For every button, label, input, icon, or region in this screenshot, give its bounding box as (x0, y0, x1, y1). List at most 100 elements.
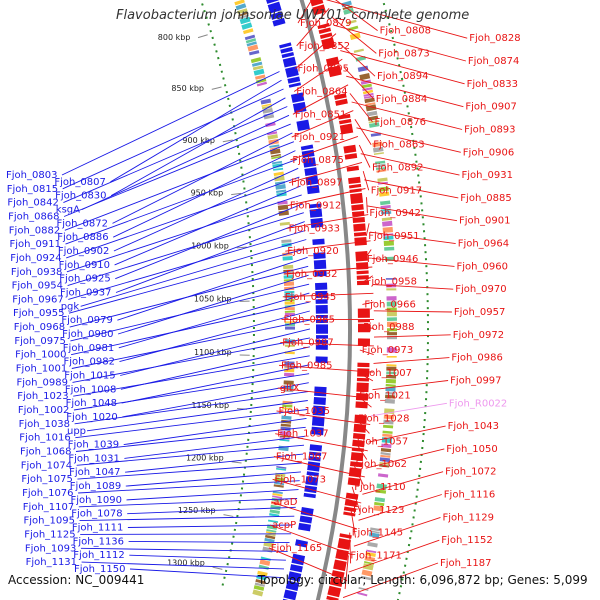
cog-box (235, 3, 247, 11)
gene-label: Fjoh_0897 (291, 178, 342, 189)
gene-label: Fjoh_1125 (24, 529, 75, 540)
cog-box (364, 97, 375, 104)
gene-label: Fjoh_1007 (361, 368, 412, 379)
gene-arrow (266, 0, 279, 4)
label-leader-line (123, 417, 307, 446)
gene-arrow (339, 533, 352, 539)
gene-arrow (311, 426, 324, 436)
cog-box (262, 546, 273, 553)
label-leader-line (290, 135, 359, 161)
label-leader-line (271, 501, 358, 530)
gene-label: Fjoh_1107 (23, 502, 74, 513)
gene-arrow (335, 98, 348, 106)
label-leader-line (68, 247, 308, 314)
gene-label: Fjoh_1035 (279, 406, 330, 417)
gene-label: Fjoh_1145 (352, 528, 403, 539)
gene-label: Fjoh_0868 (8, 212, 59, 223)
gene-label: Fjoh_0965 (284, 315, 335, 326)
gene-arrow (350, 452, 364, 462)
gene-label: Fjoh_0808 (380, 26, 431, 37)
gene-label: Fjoh_0895 (298, 64, 349, 75)
gene-arrow (344, 499, 358, 508)
gene-label: Fjoh_1129 (443, 512, 494, 523)
gene-label: Fjoh_1073 (275, 474, 326, 485)
gene-arrow (347, 477, 361, 487)
label-leader-line (79, 515, 295, 522)
cog-box (277, 204, 289, 211)
label-leader-line (326, 0, 468, 39)
gene-arrow (304, 167, 318, 176)
gene-arrow (334, 93, 347, 100)
tick-mark (222, 139, 233, 143)
tick-label: 1200 kbp (186, 454, 224, 463)
gene-label: Fjoh_1047 (69, 467, 120, 478)
gene-arrow (354, 236, 367, 246)
forward-strand-labels: Fjoh_0879 Fjoh_0808 Fjoh_0828 Fjoh_0852 Fjoh… (268, 0, 521, 599)
tick-mark (223, 514, 234, 517)
label-leader-line (73, 355, 310, 397)
label-leader-line (62, 88, 284, 190)
cog-box (264, 534, 276, 540)
gene-label: upp (67, 426, 86, 437)
tick-mark (231, 192, 242, 196)
gene-label: Fjoh_1001 (16, 364, 67, 375)
label-leader-line (295, 33, 337, 69)
gene-label: Fjoh_0979 (61, 315, 112, 326)
label-leader-line (80, 533, 292, 535)
label-leader-line (273, 456, 365, 478)
gene-label: Fjoh_1021 (359, 391, 410, 402)
gene-label: Fjoh_0987 (282, 337, 333, 348)
gene-label: Fjoh_1075 (21, 474, 72, 485)
label-leader-line (75, 409, 308, 439)
cog-box (341, 0, 352, 8)
tick-mark (197, 34, 208, 39)
cog-box (258, 564, 270, 570)
gene-label: Fjoh_1171 (350, 550, 401, 561)
gene-label: Fjoh_1043 (448, 421, 499, 432)
label-leader-line (74, 391, 309, 425)
label-leader-line (373, 310, 452, 313)
label-leader-line (358, 372, 374, 382)
gene-label: Fjoh_0970 (455, 284, 506, 295)
gene-label: Fjoh_1031 (68, 453, 119, 464)
gene-label: Fjoh_1000 (15, 350, 66, 361)
gene-arrow (287, 571, 302, 582)
gene-arrow (283, 589, 298, 600)
gene-label: Fjoh_1020 (66, 412, 117, 423)
label-leader-line (353, 463, 365, 486)
gene-arrow (312, 405, 326, 416)
gene-label: Fjoh_0967 (12, 294, 63, 305)
label-leader-line (362, 471, 444, 495)
reverse-strand-genes (266, 0, 329, 600)
label-leader-line (364, 179, 459, 199)
cog-box (241, 22, 253, 30)
cog-box (255, 74, 266, 80)
label-leader-line (275, 433, 368, 452)
label-leader-line (280, 341, 374, 347)
label-leader-line (369, 231, 456, 245)
gene-label: Fjoh_1187 (440, 558, 491, 569)
label-leader-line (337, 41, 376, 77)
gene-label: Fjoh_0803 (6, 170, 57, 181)
label-leader-line (333, 24, 467, 62)
cog-box (372, 146, 384, 153)
label-leader-line (366, 197, 368, 214)
gene-label: Fjoh_0882 (9, 225, 60, 236)
gene-label: Fjoh_0917 (371, 185, 422, 196)
gene-arrow (343, 511, 356, 517)
cog-box (272, 163, 283, 169)
gene-label: Fjoh_0884 (376, 94, 427, 105)
label-leader-line (76, 444, 305, 466)
gene-label: acpP (272, 520, 296, 531)
gene-arrow (303, 492, 316, 499)
gene-label: Fjoh_0833 (467, 79, 518, 90)
gene-label: Fjoh_0958 (366, 277, 417, 288)
label-leader-line (354, 441, 368, 460)
gene-arrow (295, 539, 308, 548)
gene-label: Fjoh_1048 (66, 398, 117, 409)
gene-label: gltX (280, 383, 300, 394)
cog-box (239, 16, 251, 25)
gene-arrow (333, 559, 347, 572)
gene-label: Fjoh_1038 (19, 419, 70, 430)
gene-label: Fjoh_1016 (19, 433, 70, 444)
